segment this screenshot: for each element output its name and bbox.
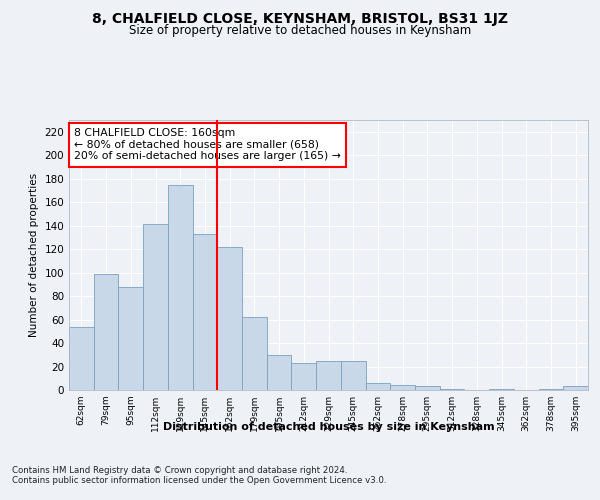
Text: Distribution of detached houses by size in Keynsham: Distribution of detached houses by size … — [163, 422, 494, 432]
Bar — [193, 234, 217, 390]
Bar — [217, 247, 242, 390]
Bar — [539, 389, 563, 390]
Bar — [365, 383, 390, 390]
Text: Contains HM Land Registry data © Crown copyright and database right 2024.: Contains HM Land Registry data © Crown c… — [12, 466, 347, 475]
Bar — [143, 224, 168, 390]
Bar — [563, 386, 588, 390]
Bar — [440, 389, 464, 390]
Bar — [341, 360, 365, 390]
Bar — [69, 326, 94, 390]
Text: Size of property relative to detached houses in Keynsham: Size of property relative to detached ho… — [129, 24, 471, 37]
Bar — [94, 274, 118, 390]
Y-axis label: Number of detached properties: Number of detached properties — [29, 173, 39, 337]
Bar — [118, 286, 143, 390]
Bar — [292, 363, 316, 390]
Bar — [390, 386, 415, 390]
Bar — [489, 389, 514, 390]
Text: 8 CHALFIELD CLOSE: 160sqm
← 80% of detached houses are smaller (658)
20% of semi: 8 CHALFIELD CLOSE: 160sqm ← 80% of detac… — [74, 128, 341, 162]
Bar — [316, 360, 341, 390]
Bar — [415, 386, 440, 390]
Text: Contains public sector information licensed under the Open Government Licence v3: Contains public sector information licen… — [12, 476, 386, 485]
Bar — [168, 184, 193, 390]
Text: 8, CHALFIELD CLOSE, KEYNSHAM, BRISTOL, BS31 1JZ: 8, CHALFIELD CLOSE, KEYNSHAM, BRISTOL, B… — [92, 12, 508, 26]
Bar — [242, 317, 267, 390]
Bar — [267, 355, 292, 390]
